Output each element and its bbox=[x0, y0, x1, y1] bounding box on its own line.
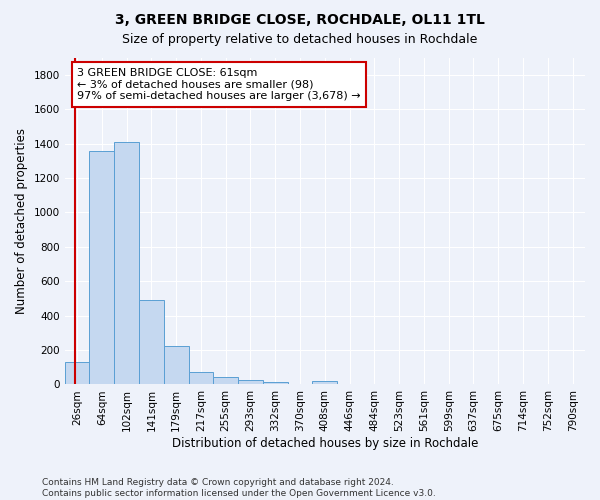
Text: 3, GREEN BRIDGE CLOSE, ROCHDALE, OL11 1TL: 3, GREEN BRIDGE CLOSE, ROCHDALE, OL11 1T… bbox=[115, 12, 485, 26]
Text: Size of property relative to detached houses in Rochdale: Size of property relative to detached ho… bbox=[122, 32, 478, 46]
Y-axis label: Number of detached properties: Number of detached properties bbox=[15, 128, 28, 314]
X-axis label: Distribution of detached houses by size in Rochdale: Distribution of detached houses by size … bbox=[172, 437, 478, 450]
Bar bbox=[313, 381, 337, 384]
Text: Contains HM Land Registry data © Crown copyright and database right 2024.
Contai: Contains HM Land Registry data © Crown c… bbox=[42, 478, 436, 498]
Bar bbox=[188, 372, 214, 384]
Bar bbox=[263, 382, 287, 384]
Bar bbox=[164, 346, 188, 385]
Bar bbox=[65, 362, 89, 384]
Bar bbox=[139, 300, 164, 384]
Bar bbox=[238, 380, 263, 384]
Text: 3 GREEN BRIDGE CLOSE: 61sqm
← 3% of detached houses are smaller (98)
97% of semi: 3 GREEN BRIDGE CLOSE: 61sqm ← 3% of deta… bbox=[77, 68, 361, 101]
Bar bbox=[214, 376, 238, 384]
Bar bbox=[114, 142, 139, 384]
Bar bbox=[89, 152, 114, 384]
